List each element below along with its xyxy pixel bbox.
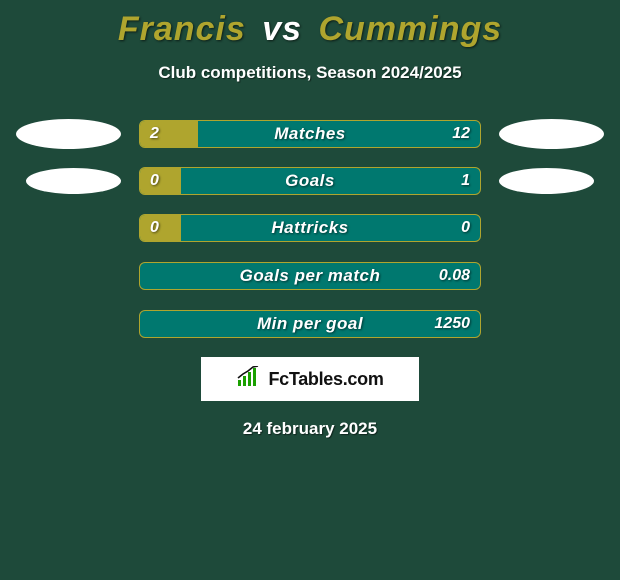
stat-value-right: 1250 (424, 311, 480, 337)
chart-icon (236, 366, 262, 393)
date-text: 24 february 2025 (0, 419, 620, 439)
stat-bar: 2Matches12 (139, 120, 481, 148)
spacer (499, 213, 604, 243)
spacer (499, 309, 604, 339)
spacer (499, 261, 604, 291)
stat-value-right: 0.08 (429, 263, 480, 289)
stat-row: 2Matches12 (0, 119, 620, 149)
stat-value-right: 12 (442, 121, 480, 147)
stat-row: 0Hattricks0 (0, 213, 620, 243)
spacer (16, 309, 121, 339)
page-title: Francis vs Cummings (0, 0, 620, 49)
stat-label: Hattricks (140, 215, 480, 241)
vs-text: vs (262, 10, 302, 48)
logo-text: FcTables.com (268, 369, 383, 390)
spacer (16, 261, 121, 291)
stat-label: Goals (140, 168, 480, 194)
player2-badge (499, 119, 604, 149)
stat-value-right: 1 (451, 168, 480, 194)
player1-badge (16, 119, 121, 149)
stat-bar: 0Hattricks0 (139, 214, 481, 242)
subtitle: Club competitions, Season 2024/2025 (0, 63, 620, 83)
logo-box: FcTables.com (201, 357, 419, 401)
stat-bar: Goals per match0.08 (139, 262, 481, 290)
spacer (16, 213, 121, 243)
player1-name: Francis (118, 10, 246, 48)
stat-value-right: 0 (451, 215, 480, 241)
stat-bar: 0Goals1 (139, 167, 481, 195)
stat-row: 0Goals1 (0, 167, 620, 195)
stat-bar: Min per goal1250 (139, 310, 481, 338)
player2-name: Cummings (319, 10, 503, 48)
stats-area: 2Matches120Goals10Hattricks0Goals per ma… (0, 119, 620, 439)
stat-label: Matches (140, 121, 480, 147)
player1-badge (26, 168, 121, 194)
player2-badge (499, 168, 594, 194)
stat-row: Min per goal1250 (0, 309, 620, 339)
comparison-infographic: Francis vs Cummings Club competitions, S… (0, 0, 620, 580)
stat-row: Goals per match0.08 (0, 261, 620, 291)
